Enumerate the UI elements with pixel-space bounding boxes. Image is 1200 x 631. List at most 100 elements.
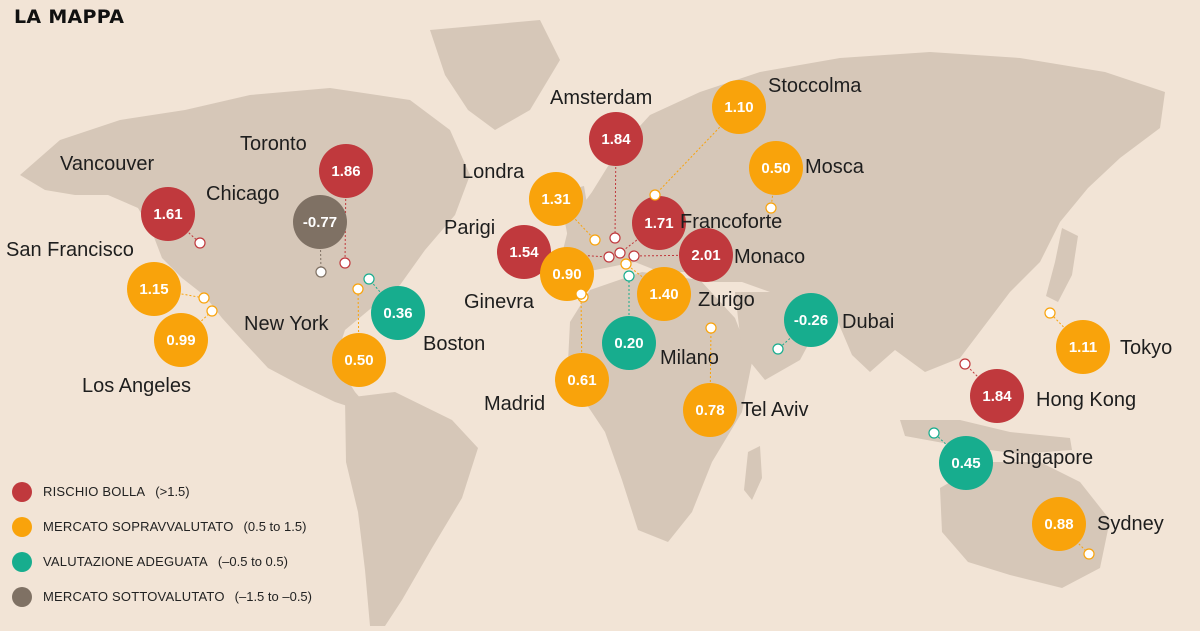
bubble-value: 0.50 xyxy=(761,160,790,177)
city-location-dot xyxy=(772,343,784,355)
city-label: Stoccolma xyxy=(768,75,862,97)
city-location-dot xyxy=(765,202,777,214)
city-location-dot xyxy=(589,234,601,246)
bubble-value: 1.31 xyxy=(541,191,570,208)
bubble-value: 0.50 xyxy=(344,352,373,369)
city-label: Chicago xyxy=(206,183,279,205)
city-marker-francoforte[interactable]: 1.71 Francoforte xyxy=(614,196,782,259)
value-bubble xyxy=(589,112,643,166)
value-bubble xyxy=(679,228,733,282)
value-bubble xyxy=(555,353,609,407)
value-bubble xyxy=(293,195,347,249)
bubble-value: 1.54 xyxy=(509,244,539,261)
legend-swatch xyxy=(12,516,32,537)
city-marker-san-francisco[interactable]: 1.15 San Francisco xyxy=(6,239,210,316)
city-location-dot xyxy=(705,322,717,334)
city-marker-los-angeles[interactable]: 0.99 Los Angeles xyxy=(82,305,218,397)
connector-line xyxy=(344,170,347,264)
legend-range: (–0.5 to 0.5) xyxy=(217,554,288,569)
value-bubble xyxy=(332,333,386,387)
city-location-dot xyxy=(339,257,351,269)
value-bubble xyxy=(141,187,195,241)
bubble-value: 1.15 xyxy=(139,281,168,298)
city-marker-boston[interactable]: 0.36 Boston xyxy=(363,273,485,355)
city-marker-hong-kong[interactable]: 1.84 Hong Kong xyxy=(959,358,1136,423)
city-marker-vancouver[interactable]: 1.61 Vancouver xyxy=(60,153,206,249)
city-location-dot xyxy=(628,250,640,262)
value-bubble xyxy=(970,369,1024,423)
city-label: Los Angeles xyxy=(82,375,191,397)
city-label: Tel Aviv xyxy=(741,399,808,421)
city-label: Francoforte xyxy=(680,211,782,233)
city-marker-parigi[interactable]: 1.54 Parigi xyxy=(444,217,615,279)
bubble-value: 1.86 xyxy=(331,163,360,180)
value-bubble xyxy=(784,293,838,347)
city-marker-new-york[interactable]: 0.50 New York xyxy=(244,283,386,387)
city-marker-madrid[interactable]: 0.61 Madrid xyxy=(484,288,609,415)
bubble-value: 0.78 xyxy=(695,402,724,419)
bubble-value: 1.71 xyxy=(644,215,673,232)
bubble-value: 1.84 xyxy=(982,388,1012,405)
city-marker-amsterdam[interactable]: 1.84 Amsterdam xyxy=(550,87,652,244)
bubble-value: 0.99 xyxy=(166,332,195,349)
value-bubble xyxy=(497,225,551,279)
city-label: Singapore xyxy=(1002,447,1093,469)
city-marker-milano[interactable]: 0.20 Milano xyxy=(602,270,719,370)
city-location-dot xyxy=(575,288,587,300)
city-location-dot xyxy=(206,305,218,317)
city-label: Vancouver xyxy=(60,153,154,175)
value-bubble xyxy=(637,267,691,321)
bubble-value: 1.84 xyxy=(601,131,631,148)
city-marker-tokyo[interactable]: 1.11 Tokyo xyxy=(1044,307,1172,374)
city-location-dot xyxy=(352,283,364,295)
city-label: Hong Kong xyxy=(1036,389,1136,411)
city-location-dot xyxy=(1083,548,1095,560)
city-label: Parigi xyxy=(444,217,495,239)
city-marker-mosca[interactable]: 0.50 Mosca xyxy=(749,141,865,214)
city-label: Dubai xyxy=(842,311,894,333)
bubble-value: 0.36 xyxy=(383,305,412,322)
city-marker-tel-aviv[interactable]: 0.78 Tel Aviv xyxy=(683,322,808,437)
legend-item-adeguata: VALUTAZIONE ADEGUATA (–0.5 to 0.5) xyxy=(12,544,312,579)
city-location-dot xyxy=(194,237,206,249)
value-bubble xyxy=(749,141,803,195)
bubble-value: 1.40 xyxy=(649,286,678,303)
legend-label: MERCATO SOTTOVALUTATO xyxy=(43,589,225,604)
city-marker-monaco[interactable]: 2.01 Monaco xyxy=(628,228,805,282)
value-bubble xyxy=(1056,320,1110,374)
land-eurasia xyxy=(560,52,1165,372)
city-marker-toronto[interactable]: 1.86 Toronto xyxy=(240,133,373,269)
city-marker-singapore[interactable]: 0.45 Singapore xyxy=(928,427,1093,490)
city-label: Madrid xyxy=(484,393,545,415)
value-bubble xyxy=(127,262,181,316)
city-marker-londra[interactable]: 1.31 Londra xyxy=(462,161,601,246)
legend-range: (>1.5) xyxy=(155,484,190,499)
city-marker-stoccolma[interactable]: 1.10 Stoccolma xyxy=(649,75,862,201)
city-location-dot xyxy=(363,273,375,285)
city-location-dot xyxy=(603,251,615,263)
bubble-value: 1.11 xyxy=(1069,339,1097,356)
value-bubble xyxy=(683,383,737,437)
city-location-dot xyxy=(315,266,327,278)
bubble-value: -0.26 xyxy=(794,312,828,329)
legend-label: RISCHIO BOLLA xyxy=(43,484,146,499)
city-label: Monaco xyxy=(734,246,805,268)
city-marker-chicago[interactable]: -0.77 Chicago xyxy=(206,183,347,278)
legend-swatch xyxy=(12,586,32,607)
value-bubble xyxy=(1032,497,1086,551)
legend-range: (0.5 to 1.5) xyxy=(243,519,307,534)
city-marker-sydney[interactable]: 0.88 Sydney xyxy=(1032,497,1164,560)
city-label: Tokyo xyxy=(1120,337,1172,359)
city-location-dot xyxy=(620,258,632,270)
value-bubble xyxy=(602,316,656,370)
city-label: Toronto xyxy=(240,133,307,155)
city-marker-dubai[interactable]: -0.26 Dubai xyxy=(772,293,894,355)
legend-item-rischio-bolla: RISCHIO BOLLA (>1.5) xyxy=(12,474,312,509)
city-marker-zurigo[interactable]: 1.40 Zurigo xyxy=(620,258,755,321)
city-label: Mosca xyxy=(805,156,865,178)
land-australia xyxy=(940,462,1110,588)
city-marker-ginevra[interactable]: 0.90 Ginevra xyxy=(464,247,594,313)
connector-line xyxy=(368,278,399,314)
city-label: Londra xyxy=(462,161,525,183)
